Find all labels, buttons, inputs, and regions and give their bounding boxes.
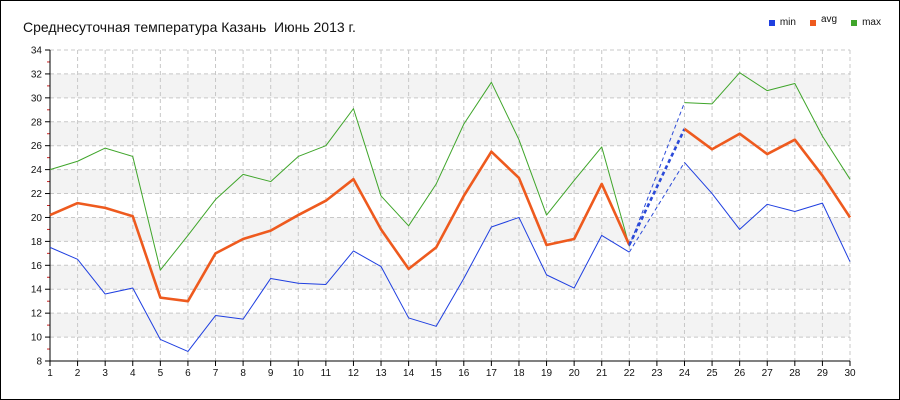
y-tick-label: 32 bbox=[31, 69, 43, 80]
x-tick-label: 3 bbox=[102, 368, 108, 379]
y-tick-label: 10 bbox=[31, 333, 43, 344]
x-tick-label: 27 bbox=[762, 368, 774, 379]
x-tick-label: 19 bbox=[541, 368, 553, 379]
series-line-max bbox=[684, 72, 851, 180]
y-tick-label: 24 bbox=[31, 165, 43, 176]
grid-band bbox=[50, 121, 850, 146]
y-tick-label: 30 bbox=[31, 93, 43, 104]
x-tick-label: 4 bbox=[130, 368, 136, 379]
legend-item-max: max bbox=[851, 17, 881, 28]
legend-swatch-max bbox=[851, 19, 858, 26]
x-tick-label: 23 bbox=[651, 368, 663, 379]
x-tick-label: 25 bbox=[707, 368, 719, 379]
x-tick-label: 15 bbox=[431, 368, 443, 379]
x-tick-label: 8 bbox=[240, 368, 246, 379]
y-tick-label: 34 bbox=[31, 46, 43, 57]
x-tick-label: 13 bbox=[375, 368, 387, 379]
y-tick-label: 26 bbox=[31, 141, 43, 152]
series-line-avg bbox=[49, 150, 631, 303]
x-tick-label: 24 bbox=[679, 368, 691, 379]
legend-label-avg: avg bbox=[820, 14, 838, 25]
y-tick-label: 16 bbox=[31, 261, 43, 272]
x-tick-label: 22 bbox=[624, 368, 636, 379]
series-gap-bridge-min bbox=[628, 162, 685, 253]
x-tick-label: 7 bbox=[213, 368, 219, 379]
y-tick-label: 18 bbox=[31, 237, 43, 248]
legend-swatch-min bbox=[768, 19, 775, 26]
legend-label-max: max bbox=[862, 17, 881, 28]
series-line-avg bbox=[683, 127, 852, 219]
series-line-min bbox=[49, 216, 630, 352]
x-tick-label: 14 bbox=[403, 368, 415, 379]
y-tick-label: 28 bbox=[31, 117, 43, 128]
x-tick-label: 12 bbox=[348, 368, 360, 379]
x-tick-label: 10 bbox=[293, 368, 305, 379]
series-gap-bridge-max bbox=[628, 102, 685, 247]
x-tick-label: 26 bbox=[734, 368, 746, 379]
y-tick-label: 12 bbox=[31, 309, 43, 320]
grid-band bbox=[50, 313, 850, 338]
x-tick-label: 30 bbox=[844, 368, 856, 379]
x-tick-label: 9 bbox=[268, 368, 274, 379]
x-tick-label: 11 bbox=[321, 368, 332, 379]
y-tick-label: 14 bbox=[31, 285, 43, 296]
chart-legend: min avg max bbox=[768, 14, 881, 28]
x-tick-label: 2 bbox=[75, 368, 81, 379]
chart-title: Среднесуточная температура Казань Июнь 2… bbox=[23, 19, 356, 35]
series-line-max bbox=[49, 81, 630, 271]
x-tick-label: 20 bbox=[569, 368, 581, 379]
y-tick-label: 8 bbox=[36, 357, 42, 368]
legend-swatch-avg bbox=[809, 19, 816, 26]
x-tick-label: 29 bbox=[817, 368, 829, 379]
x-tick-label: 21 bbox=[596, 368, 608, 379]
series-line-min bbox=[684, 162, 851, 262]
x-tick-label: 28 bbox=[789, 368, 801, 379]
x-tick-label: 16 bbox=[458, 368, 470, 379]
x-tick-label: 6 bbox=[185, 368, 191, 379]
grid-band bbox=[50, 217, 850, 242]
y-tick-label: 20 bbox=[31, 213, 43, 224]
x-tick-label: 5 bbox=[158, 368, 164, 379]
grid-band bbox=[50, 73, 850, 98]
x-tick-label: 17 bbox=[486, 368, 498, 379]
legend-label-min: min bbox=[779, 17, 796, 28]
x-tick-label: 18 bbox=[513, 368, 525, 379]
y-tick-label: 22 bbox=[31, 189, 43, 200]
grid-band bbox=[50, 265, 850, 290]
series-gap-bridge-avg bbox=[628, 128, 686, 246]
legend-item-min: min bbox=[768, 17, 796, 28]
grid-band bbox=[50, 169, 850, 194]
legend-item-avg: avg bbox=[809, 14, 838, 28]
x-tick-label: 1 bbox=[47, 368, 53, 379]
